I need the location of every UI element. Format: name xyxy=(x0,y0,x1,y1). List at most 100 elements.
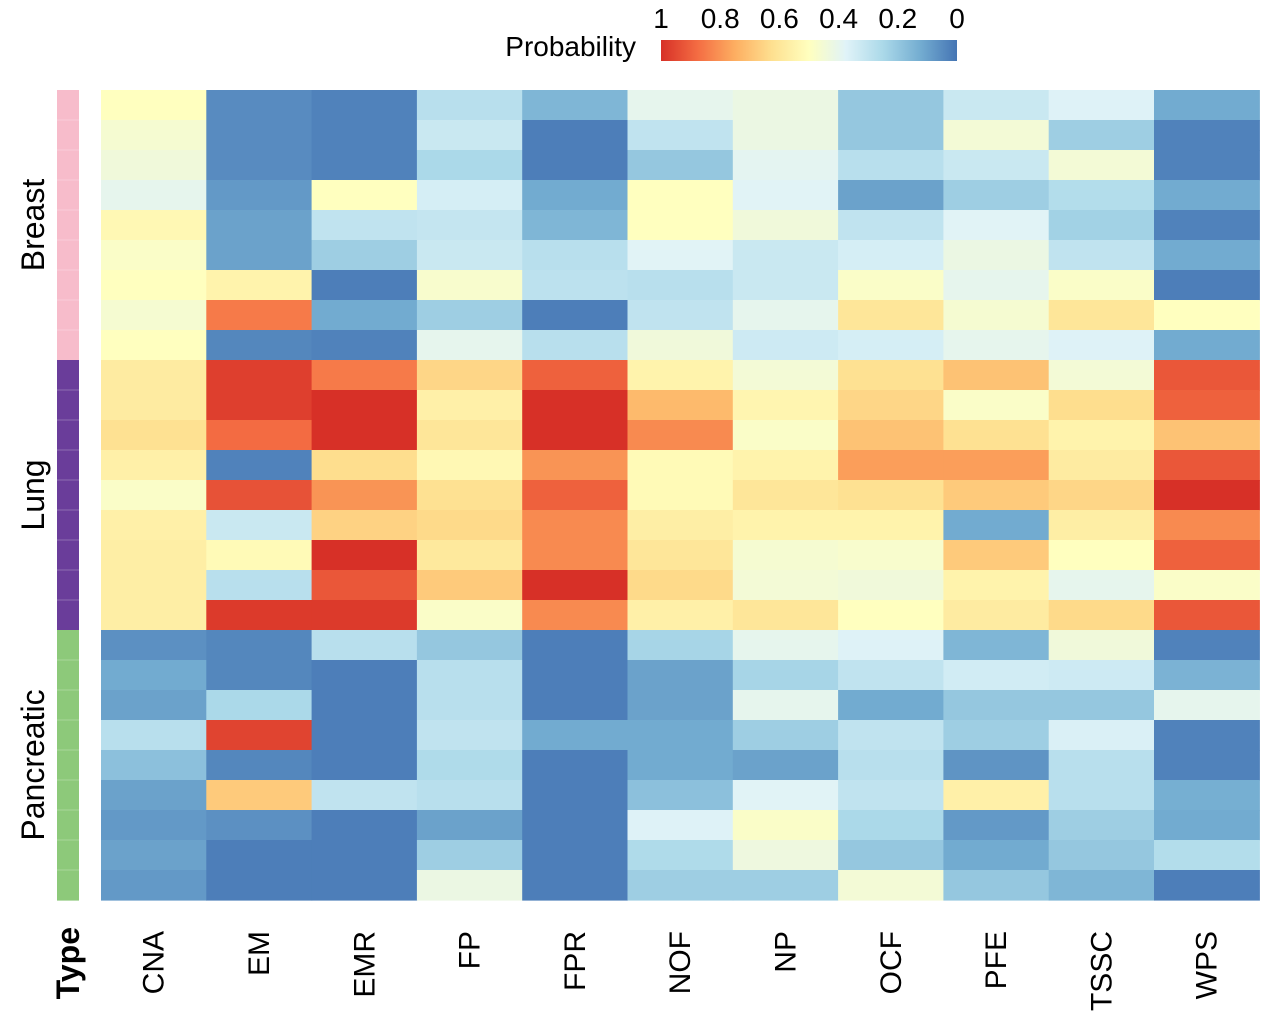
heatmap-cell xyxy=(732,390,839,421)
heatmap-cell xyxy=(101,780,207,811)
heatmap-cell xyxy=(627,630,734,661)
group-label: Breast xyxy=(15,179,51,272)
heatmap-cell xyxy=(1048,630,1155,661)
legend: Probability 1 0.8 0.6 0.4 0.2 0 xyxy=(505,3,965,62)
group-bar xyxy=(57,90,79,361)
heatmap-cell xyxy=(732,210,839,241)
heatmap-cell xyxy=(943,150,1050,181)
heatmap-cell xyxy=(311,120,418,151)
heatmap-cell xyxy=(1154,780,1260,811)
heatmap-cell xyxy=(311,870,418,901)
heatmap-cell xyxy=(1048,840,1155,871)
heatmap-cell xyxy=(101,630,207,661)
heatmap-cell xyxy=(732,510,839,541)
heatmap-cell xyxy=(732,150,839,181)
heatmap-cell xyxy=(206,390,313,421)
heatmap-cell xyxy=(311,180,418,211)
heatmap-cell xyxy=(101,240,207,271)
column-label: PFE xyxy=(980,931,1013,989)
heatmap-cell xyxy=(522,780,629,811)
heatmap-cell xyxy=(1154,360,1260,391)
heatmap-cell xyxy=(311,570,418,601)
heatmap-cell xyxy=(522,120,629,151)
heatmap-cell xyxy=(311,450,418,481)
heatmap-cell xyxy=(1154,210,1260,241)
heatmap-cell xyxy=(1154,420,1260,451)
heatmap-cell xyxy=(627,300,734,331)
heatmap-cell xyxy=(732,420,839,451)
heatmap-cell xyxy=(732,480,839,511)
heatmap-cell xyxy=(206,120,313,151)
heatmap-cell xyxy=(1154,120,1260,151)
heatmap-cell xyxy=(1048,270,1155,301)
heatmap-cell xyxy=(311,540,418,571)
heatmap-cell xyxy=(943,690,1050,721)
heatmap-cell xyxy=(1048,570,1155,601)
heatmap-cell xyxy=(627,870,734,901)
heatmap-cell xyxy=(838,600,944,631)
heatmap-cell xyxy=(1154,510,1260,541)
heatmap-cell xyxy=(206,90,313,121)
legend-title: Probability xyxy=(505,31,636,62)
heatmap-cell xyxy=(311,240,418,271)
column-label: FPR xyxy=(559,931,592,991)
heatmap-cell xyxy=(522,570,629,601)
heatmap-cell xyxy=(943,510,1050,541)
heatmap-cell xyxy=(311,810,418,841)
heatmap-cell xyxy=(101,150,207,181)
heatmap-cell xyxy=(627,90,734,121)
heatmap-cell xyxy=(1048,120,1155,151)
heatmap-cell xyxy=(101,90,207,121)
heatmap-cell xyxy=(627,600,734,631)
heatmap-cell xyxy=(1048,420,1155,451)
heatmap-cell xyxy=(943,390,1050,421)
heatmap-cell xyxy=(522,510,629,541)
heatmap-cell xyxy=(206,240,313,271)
heatmap-cell xyxy=(101,120,207,151)
heatmap-cell xyxy=(522,720,629,751)
heatmap-cell xyxy=(943,750,1050,781)
heatmap-cell xyxy=(1154,870,1260,901)
heatmap-cell xyxy=(416,510,523,541)
heatmap-cell xyxy=(206,690,313,721)
heatmap-cell xyxy=(101,270,207,301)
heatmap-cell xyxy=(1048,210,1155,241)
heatmap-cell xyxy=(1154,540,1260,571)
legend-tick-label: 1 xyxy=(653,3,669,34)
heatmap-cell xyxy=(627,570,734,601)
heatmap-cell xyxy=(627,150,734,181)
heatmap-cell xyxy=(311,480,418,511)
heatmap-cell xyxy=(627,510,734,541)
heatmap-cell xyxy=(522,330,629,361)
heatmap-cell xyxy=(627,420,734,451)
heatmap-cell xyxy=(943,780,1050,811)
heatmap-cell xyxy=(416,840,523,871)
heatmap-cell xyxy=(943,300,1050,331)
heatmap-cell xyxy=(627,480,734,511)
heatmap-cell xyxy=(627,720,734,751)
heatmap-cell xyxy=(101,600,207,631)
heatmap-cell xyxy=(627,330,734,361)
heatmap-cell xyxy=(627,180,734,211)
heatmap-cell xyxy=(416,660,523,691)
heatmap-cell xyxy=(1048,300,1155,331)
heatmap-cell xyxy=(838,840,944,871)
heatmap-cell xyxy=(101,180,207,211)
heatmap-cell xyxy=(943,90,1050,121)
heatmap-cell xyxy=(416,150,523,181)
heatmap-cell xyxy=(838,330,944,361)
heatmap-cell xyxy=(416,540,523,571)
legend-tick-label: 0.2 xyxy=(878,3,917,34)
heatmap-cell xyxy=(1154,330,1260,361)
heatmap-cell xyxy=(1048,690,1155,721)
heatmap-cell xyxy=(206,840,313,871)
heatmap-cell xyxy=(206,660,313,691)
heatmap-cell xyxy=(311,330,418,361)
heatmap-cell xyxy=(416,570,523,601)
column-label: WPS xyxy=(1191,931,1224,999)
heatmap-cell xyxy=(101,390,207,421)
column-labels: CNA EM EMR FP FPR NOF NP OCF PFE TSSC WPS xyxy=(138,931,1224,1011)
heatmap-cell xyxy=(311,360,418,391)
heatmap-cell xyxy=(416,450,523,481)
heatmap-cell xyxy=(732,600,839,631)
